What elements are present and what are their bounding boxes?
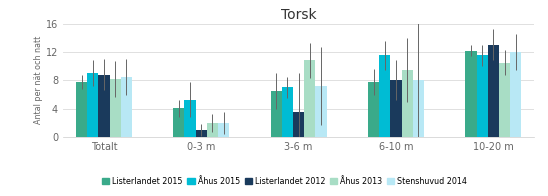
Bar	[402, 70, 413, 137]
Bar	[368, 82, 379, 137]
Bar	[282, 87, 293, 137]
Bar	[316, 86, 327, 137]
Bar	[465, 51, 477, 137]
Bar	[173, 108, 185, 137]
Bar	[499, 63, 510, 137]
Bar	[293, 112, 304, 137]
Title: Torsk: Torsk	[281, 8, 317, 22]
Bar	[510, 52, 521, 137]
Bar	[379, 55, 390, 137]
Bar	[218, 123, 229, 137]
Bar	[110, 79, 121, 137]
Bar	[196, 130, 207, 137]
Bar	[207, 123, 218, 137]
Y-axis label: Antal per nät och natt: Antal per nät och natt	[34, 36, 43, 124]
Bar	[413, 80, 424, 137]
Bar	[477, 55, 488, 137]
Bar	[76, 82, 87, 137]
Bar	[87, 73, 98, 137]
Bar	[488, 45, 499, 137]
Bar	[185, 100, 196, 137]
Bar	[271, 91, 282, 137]
Bar	[121, 77, 132, 137]
Legend: Listerlandet 2015, Åhus 2015, Listerlandet 2012, Åhus 2013, Stenshuvud 2014: Listerlandet 2015, Åhus 2015, Listerland…	[99, 174, 470, 189]
Bar	[390, 80, 402, 137]
Bar	[98, 75, 110, 137]
Bar	[304, 61, 316, 137]
